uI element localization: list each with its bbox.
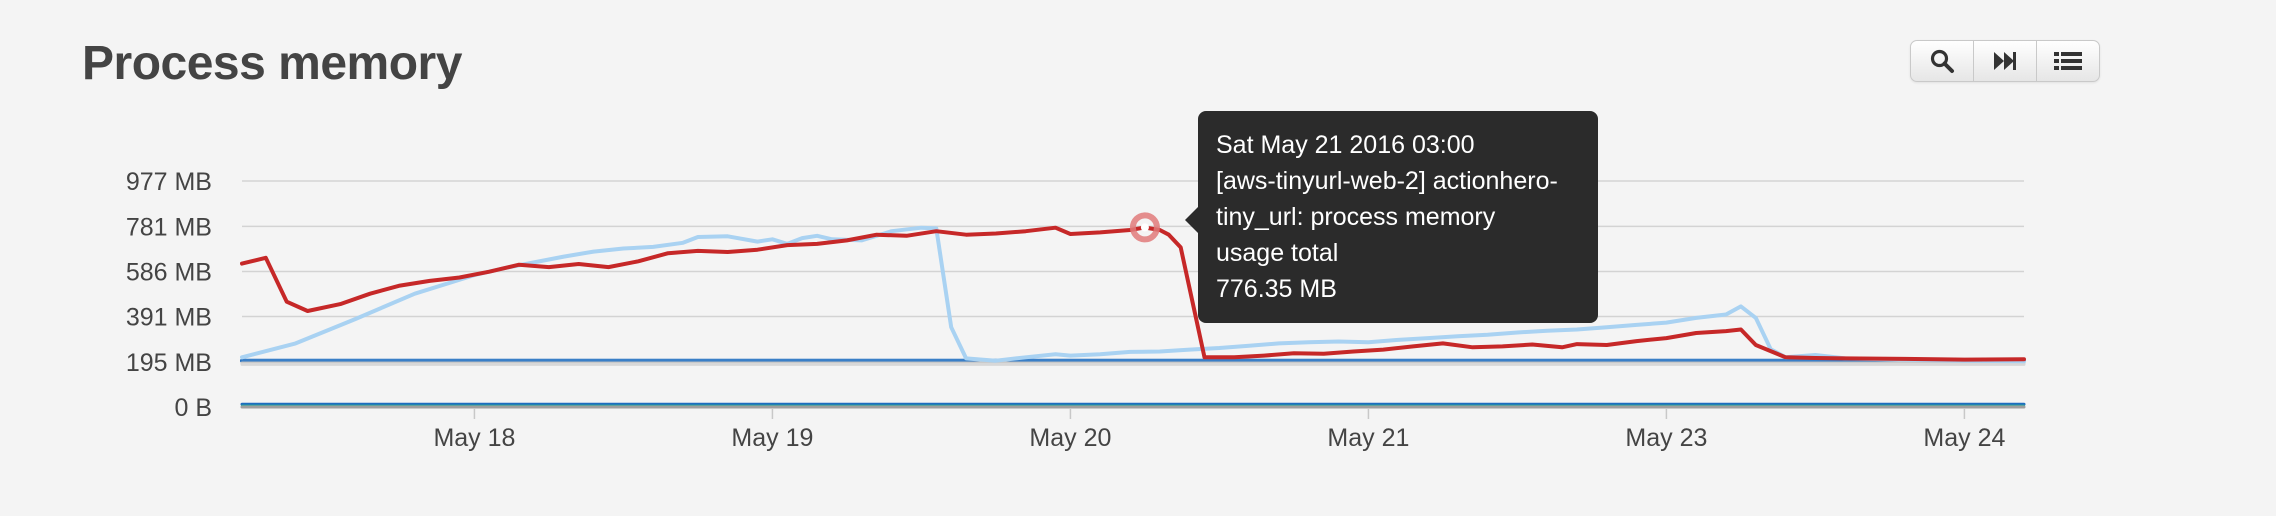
x-tick-label: May 21 [1327, 424, 1409, 452]
x-tick-label: May 19 [731, 424, 813, 452]
x-tick-label: May 24 [1923, 424, 2005, 452]
y-tick-label: 0 B [174, 394, 212, 422]
grid-lines [242, 181, 2024, 407]
series-line [242, 228, 2024, 360]
tooltip-series-line-3: usage total [1216, 235, 1580, 271]
y-tick-label: 195 MB [126, 349, 212, 377]
data-tooltip: Sat May 21 2016 03:00 [aws-tinyurl-web-2… [1198, 111, 1598, 323]
tooltip-series-line-1: [aws-tinyurl-web-2] actionhero- [1216, 163, 1580, 199]
tooltip-value: 776.35 MB [1216, 271, 1580, 307]
hover-point-center [1141, 223, 1149, 231]
y-axis-ticks: 977 MB 781 MB 586 MB 391 MB 195 MB 0 B [126, 168, 212, 422]
tooltip-series-line-2: tiny_url: process memory [1216, 199, 1580, 235]
y-tick-label: 781 MB [126, 213, 212, 241]
y-tick-label: 586 MB [126, 258, 212, 286]
tooltip-date: Sat May 21 2016 03:00 [1216, 127, 1580, 163]
y-tick-label: 977 MB [126, 168, 212, 196]
x-tick-label: May 20 [1029, 424, 1111, 452]
x-tick-label: May 18 [433, 424, 515, 452]
series-line [242, 228, 2024, 362]
y-tick-label: 391 MB [126, 304, 212, 332]
x-axis-ticks: May 18 May 19 May 20 May 21 May 23 May 24 [433, 409, 2005, 452]
x-tick-label: May 23 [1625, 424, 1707, 452]
